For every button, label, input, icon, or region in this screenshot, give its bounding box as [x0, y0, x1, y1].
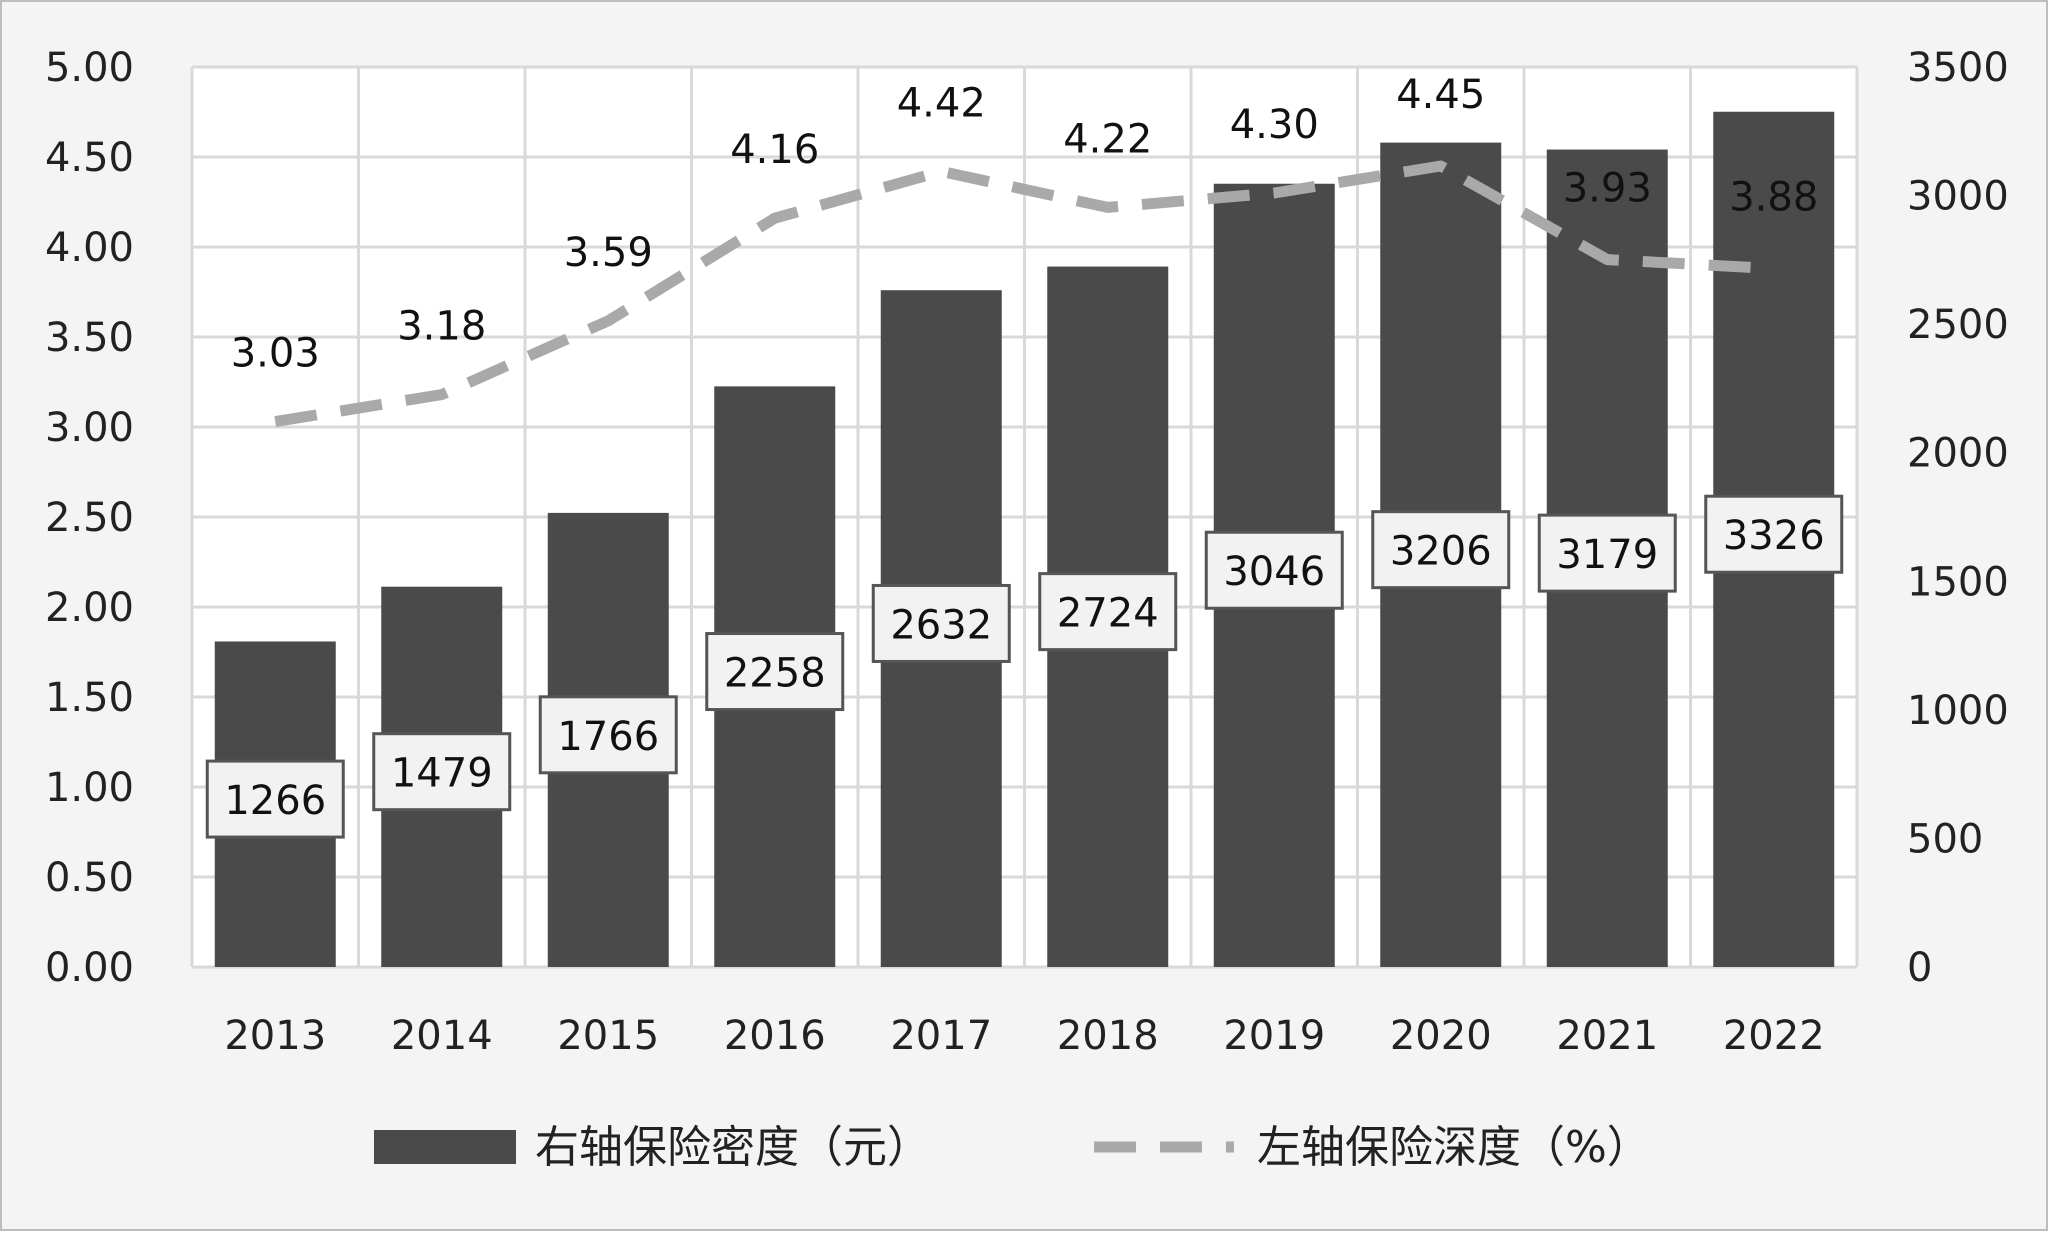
- bar-label-box: [1038, 572, 1178, 652]
- x-axis-tick-label: 2021: [1556, 1013, 1658, 1059]
- right-axis-tick-label: 500: [1907, 816, 1983, 862]
- legend-label-bar: 右轴保险密度（元）: [535, 1122, 931, 1173]
- left-axis-tick-label: 3.00: [45, 405, 134, 451]
- depth-line: [274, 160, 1775, 428]
- bar-label-box: [1371, 510, 1511, 590]
- x-axis-tick-label: 2016: [724, 1013, 826, 1059]
- right-axis-tick-label: 1500: [1907, 559, 2009, 605]
- bar-data-label: 2724: [1057, 591, 1159, 637]
- x-axis-tick-label: 2018: [1057, 1013, 1159, 1059]
- legend-swatch-bar: [374, 1130, 516, 1164]
- line-data-label: 3.59: [564, 230, 653, 276]
- right-axis-tick-label: 2500: [1907, 302, 2009, 348]
- bar-data-label: 2632: [890, 602, 992, 648]
- line-data-label: 3.93: [1563, 166, 1652, 212]
- bar-label-box: [871, 583, 1011, 663]
- left-axis-tick-label: 0.50: [45, 855, 134, 901]
- left-axis-tick-label: 0.00: [45, 945, 134, 991]
- line-data-label: 3.18: [397, 304, 486, 350]
- left-axis-tick-label: 4.50: [45, 135, 134, 181]
- bar-label-box: [372, 732, 512, 812]
- left-axis-tick-label: 1.50: [45, 675, 134, 721]
- left-axis-tick-label: 4.00: [45, 225, 134, 271]
- bar-data-label: 2258: [724, 651, 826, 697]
- x-axis-tick-label: 2019: [1223, 1013, 1325, 1059]
- right-axis-tick-label: 3500: [1907, 45, 2009, 91]
- bar-data-label: 3046: [1223, 549, 1325, 595]
- bar-data-label: 3179: [1556, 532, 1658, 578]
- left-axis-tick-label: 2.00: [45, 585, 134, 631]
- x-axis-tick-label: 2013: [224, 1013, 326, 1059]
- x-axis-tick-label: 2017: [890, 1013, 992, 1059]
- line-data-label: 4.22: [1063, 116, 1152, 162]
- bar-data-label: 1766: [557, 714, 659, 760]
- line-data-label: 4.42: [897, 80, 986, 126]
- right-axis-tick-label: 3000: [1907, 174, 2009, 220]
- x-axis-tick-label: 2015: [557, 1013, 659, 1059]
- x-axis-tick-label: 2022: [1723, 1013, 1825, 1059]
- right-axis-tick-label: 2000: [1907, 431, 2009, 477]
- bar-label-box: [205, 759, 345, 839]
- line-data-label: 4.45: [1396, 72, 1485, 118]
- bar-label-box: [1537, 513, 1677, 593]
- right-axis-tick-label: 1000: [1907, 688, 2009, 734]
- line-data-label: 4.16: [730, 127, 819, 173]
- bar-label-box: [538, 695, 678, 775]
- right-axis-tick-label: 0: [1907, 945, 1932, 991]
- bar-data-label: 3326: [1723, 513, 1825, 559]
- bar-label-box: [1704, 494, 1844, 574]
- bar-label-box: [705, 632, 845, 712]
- bar-data-label: 1266: [224, 778, 326, 824]
- x-axis-tick-label: 2014: [391, 1013, 493, 1059]
- left-axis-tick-label: 5.00: [45, 45, 134, 91]
- bar-data-label: 3206: [1390, 529, 1492, 575]
- left-axis-tick-label: 1.00: [45, 765, 134, 811]
- bar-data-label: 1479: [391, 751, 493, 797]
- left-axis-tick-label: 2.50: [45, 495, 134, 541]
- left-axis-tick-label: 3.50: [45, 315, 134, 361]
- x-axis-tick-label: 2020: [1390, 1013, 1492, 1059]
- line-data-label: 3.88: [1729, 175, 1818, 221]
- bar-label-box: [1204, 530, 1344, 610]
- line-data-label: 3.03: [231, 331, 320, 377]
- line-data-label: 4.30: [1230, 102, 1319, 148]
- legend-label-line: 左轴保险深度（%）: [1257, 1122, 1651, 1173]
